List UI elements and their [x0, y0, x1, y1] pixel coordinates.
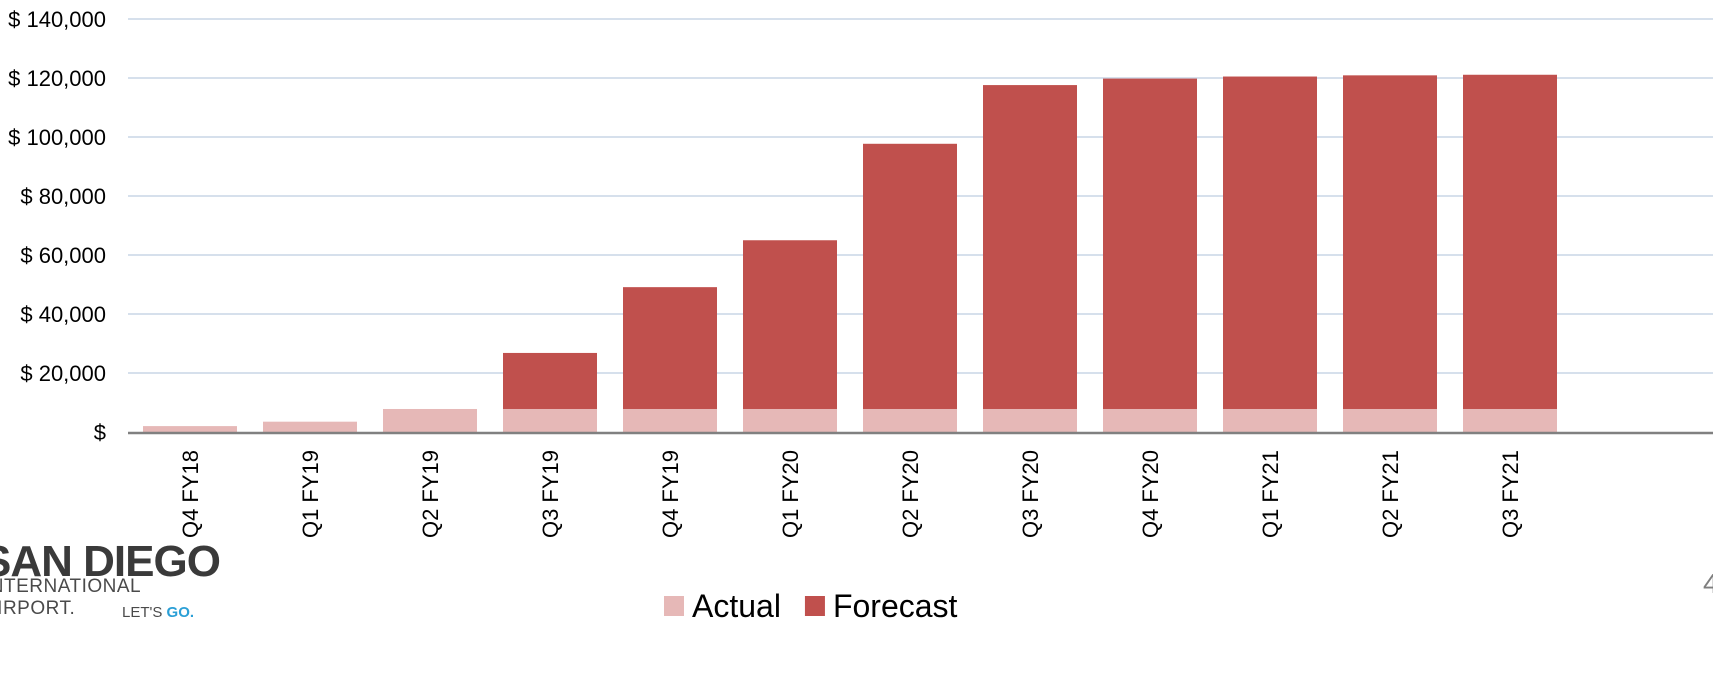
- bar-actual: [743, 408, 837, 432]
- bar-actual: [1103, 408, 1197, 432]
- bar-actual: [1343, 408, 1437, 432]
- legend: Actual Forecast: [664, 588, 958, 624]
- x-tick-label: Q2 FY21: [1378, 450, 1403, 538]
- y-tick-label: $: [94, 420, 106, 445]
- legend-swatch: [804, 596, 825, 616]
- x-tick-label: Q3 FY20: [1018, 450, 1043, 538]
- y-tick-label: $ 100,000: [8, 125, 106, 150]
- bar-actual: [1223, 408, 1317, 432]
- logo-main-text: SAN DIEGO: [0, 537, 221, 586]
- bar-actual: [503, 408, 597, 432]
- bar-actual: [1463, 408, 1557, 432]
- y-tick-label: $ 80,000: [20, 184, 106, 209]
- bar-actual: [623, 408, 717, 432]
- bar-forecast: [623, 287, 717, 409]
- y-tick-label: $ 140,000: [8, 7, 106, 32]
- bar-forecast: [1463, 74, 1557, 409]
- logo-tag-prefix: LET'S: [122, 604, 167, 621]
- x-tick-label: Q2 FY20: [898, 450, 923, 538]
- legend-label: Actual: [692, 588, 781, 624]
- y-tick-label: $ 120,000: [8, 66, 106, 91]
- bar-forecast: [503, 352, 597, 409]
- x-tick-label: Q4 FY19: [658, 450, 683, 538]
- bar-forecast: [863, 143, 957, 409]
- airport-logo: SAN DIEGO INTERNATIONAL AIRPORT. LET'S G…: [0, 540, 222, 630]
- bar-forecast: [983, 85, 1077, 409]
- x-tick-label: Q1 FY21: [1258, 450, 1283, 538]
- x-tick-label: Q1 FY20: [778, 450, 803, 538]
- legend-swatch: [664, 596, 684, 616]
- x-axis: Q4 FY18 Q1 FY19 Q2 FY19 Q3 FY19 Q4 FY19 Q1 FY…: [128, 431, 1713, 538]
- x-tick-label: Q3 FY19: [538, 450, 563, 538]
- bar-forecast: [1223, 76, 1317, 409]
- logo-sub-text: INTERNATIONAL AIRPORT.: [0, 576, 141, 619]
- bars: [143, 74, 1557, 432]
- bar-actual: [983, 408, 1077, 432]
- y-tick-label: $ 60,000: [20, 243, 106, 268]
- x-tick-label: Q3 FY21: [1498, 450, 1523, 538]
- bar-actual: [383, 408, 477, 432]
- logo-tagline: LET'S GO.: [122, 604, 194, 621]
- page-number: 4: [1703, 568, 1713, 599]
- bar-actual: [863, 408, 957, 432]
- bar-forecast: [743, 240, 837, 409]
- y-tick-label: $ 20,000: [20, 361, 106, 386]
- logo-tag-highlight: GO.: [166, 604, 195, 621]
- y-tick-label: $ 40,000: [20, 302, 106, 327]
- x-tick-label: Q4 FY20: [1138, 450, 1163, 538]
- bar-actual: [263, 421, 357, 432]
- bar-actual: [143, 426, 237, 432]
- y-axis: $ $ 20,000 $ 40,000 $ 60,000 $ 80,000 $ 100,0…: [8, 7, 106, 445]
- bar-forecast: [1343, 75, 1437, 409]
- x-tick-label: Q2 FY19: [418, 450, 443, 538]
- legend-label: Forecast: [833, 588, 958, 624]
- x-tick-label: Q4 FY18: [178, 450, 203, 538]
- bar-forecast: [1103, 78, 1197, 409]
- x-tick-label: Q1 FY19: [298, 450, 323, 538]
